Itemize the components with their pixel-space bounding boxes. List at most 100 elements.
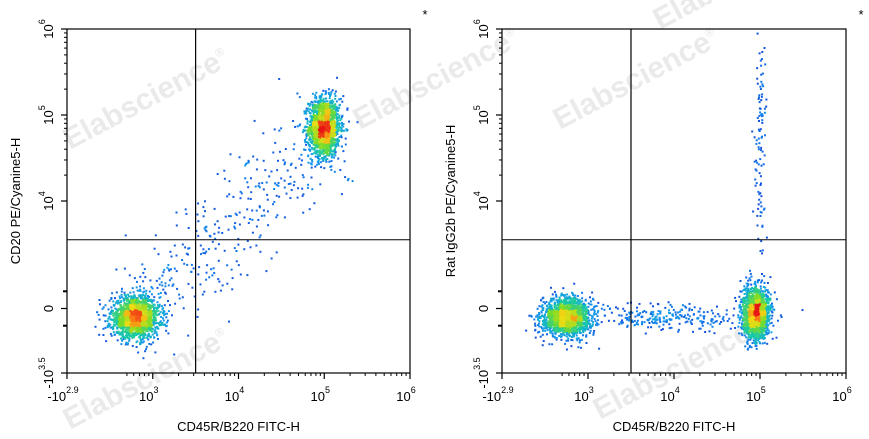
event-dot (545, 308, 548, 311)
event-dot (113, 324, 116, 327)
event-dot (155, 306, 158, 309)
event-dot (231, 288, 234, 291)
event-dot (338, 98, 341, 101)
event-dot (556, 307, 559, 310)
event-dot (302, 211, 305, 214)
event-dot (314, 104, 317, 107)
event-dot (119, 308, 122, 311)
event-dot (565, 299, 568, 302)
event-dot (546, 310, 549, 313)
event-dot (213, 232, 216, 235)
event-dot (115, 291, 118, 294)
event-dot (570, 303, 573, 306)
event-dot (563, 325, 566, 328)
event-dot (116, 300, 119, 303)
event-dot (334, 90, 337, 93)
event-dot (106, 324, 109, 327)
event-dot (126, 335, 129, 337)
event-dot (239, 197, 242, 200)
event-dot (312, 137, 315, 140)
event-dot (541, 307, 544, 310)
event-dot (150, 343, 153, 346)
event-dot (246, 274, 249, 277)
event-dot (324, 146, 327, 149)
event-dot (351, 180, 354, 183)
x-axis-label: CD45R/B220 FITC-H (177, 419, 300, 434)
event-dot (335, 112, 338, 115)
event-dot (334, 143, 337, 146)
event-dot (321, 125, 324, 128)
event-dot (554, 307, 557, 310)
event-dot (585, 306, 588, 309)
event-dot (330, 153, 333, 156)
event-dot (197, 308, 200, 311)
event-dot (573, 282, 576, 285)
event-dot (134, 314, 137, 317)
event-dot (159, 292, 162, 294)
event-dot (538, 330, 541, 333)
event-dot (262, 132, 265, 135)
event-dot (334, 124, 337, 126)
event-dot (109, 313, 112, 315)
event-dot (136, 316, 139, 319)
event-dot (124, 307, 127, 310)
event-dot (110, 306, 113, 309)
event-dot (157, 306, 159, 309)
event-dot (237, 237, 240, 240)
event-dot (128, 317, 131, 319)
event-dot (318, 126, 321, 129)
event-dot (262, 188, 265, 191)
event-dot (312, 111, 315, 114)
event-dot (163, 268, 166, 271)
event-dot (120, 306, 123, 309)
event-dot (564, 328, 567, 331)
event-dot (246, 240, 249, 242)
event-dot (311, 101, 314, 104)
event-dot (330, 91, 333, 94)
event-dot (560, 303, 563, 306)
event-dot (108, 316, 111, 319)
event-dot (584, 303, 587, 306)
event-dot (137, 317, 140, 320)
event-dot (221, 284, 224, 287)
event-dot (329, 135, 332, 138)
event-dot (261, 182, 264, 184)
event-dot (183, 262, 186, 265)
event-dot (130, 298, 132, 301)
event-dot (276, 214, 279, 217)
event-dot (315, 146, 318, 149)
event-dot (317, 132, 320, 135)
event-dot (283, 163, 286, 166)
event-dot (136, 327, 139, 329)
event-dot (559, 311, 561, 314)
event-dot (301, 159, 303, 162)
event-dot (162, 319, 165, 322)
event-dot (126, 343, 129, 346)
event-dot (337, 144, 340, 147)
event-dot (341, 129, 343, 132)
event-dot (308, 124, 311, 127)
event-dot (113, 316, 116, 319)
event-dot (145, 345, 148, 348)
event-dot (142, 287, 145, 290)
event-dot (152, 318, 155, 321)
event-dot (289, 163, 292, 166)
event-dot (147, 327, 150, 330)
event-dot (549, 324, 552, 327)
event-dot (129, 303, 131, 306)
event-dot (553, 310, 556, 313)
event-dot (120, 323, 123, 326)
event-dot (149, 306, 151, 309)
event-dot (317, 118, 320, 121)
event-dot (142, 280, 145, 283)
event-dot (128, 312, 131, 315)
event-dot (581, 323, 584, 326)
event-dot (555, 308, 558, 311)
event-dot (213, 272, 216, 274)
event-dot (119, 325, 122, 327)
event-dot (134, 321, 137, 323)
event-dot (122, 320, 125, 323)
event-dot (538, 313, 541, 316)
event-dot (142, 331, 145, 334)
event-dot (307, 129, 310, 131)
